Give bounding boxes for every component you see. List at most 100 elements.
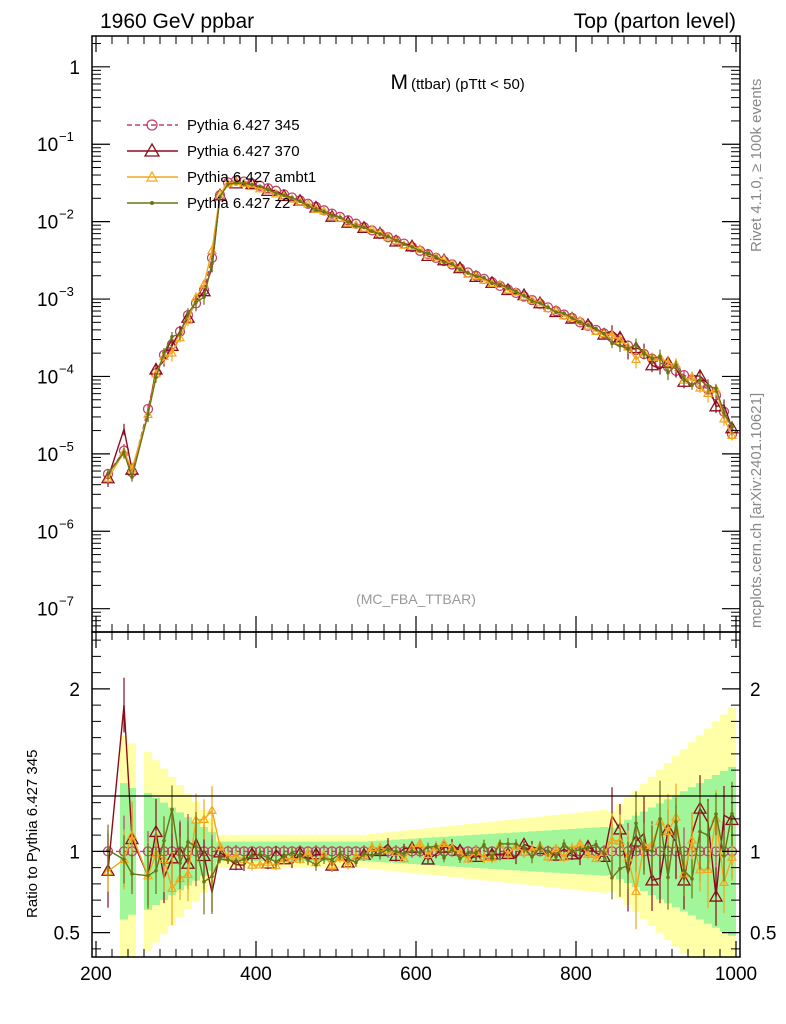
ratio-y-axis-label: Ratio to Pythia 6.427 345 xyxy=(24,750,41,918)
main-point xyxy=(674,363,678,368)
ratio-point xyxy=(690,877,694,881)
main-point xyxy=(146,412,150,417)
main-point xyxy=(642,351,646,356)
main-point xyxy=(626,346,630,351)
main-point xyxy=(282,193,286,198)
main-point xyxy=(718,413,730,423)
main-point xyxy=(198,278,210,288)
ratio-point xyxy=(226,858,230,862)
main-point xyxy=(388,234,404,247)
main-point xyxy=(418,249,422,253)
y-tick-label: 10 xyxy=(37,367,58,388)
main-point xyxy=(306,203,310,208)
legend-label: Pythia 6.427 370 xyxy=(187,143,300,160)
series-3 xyxy=(106,180,734,915)
main-point xyxy=(586,323,590,327)
ratio-point xyxy=(282,854,286,859)
main-point xyxy=(442,260,446,265)
y-tick-exponent: −2 xyxy=(59,207,74,222)
ratio-point xyxy=(206,805,218,814)
main-point xyxy=(226,182,230,187)
ratio-point xyxy=(394,849,398,854)
main-point xyxy=(644,357,660,371)
main-point xyxy=(174,332,186,342)
main-point xyxy=(694,382,706,392)
ratio-point xyxy=(634,821,638,826)
ratio-point xyxy=(398,853,410,863)
main-point xyxy=(570,316,574,320)
main-point xyxy=(662,357,674,367)
ratio-point xyxy=(606,835,618,844)
main-point xyxy=(178,332,182,336)
ratio-point xyxy=(564,847,580,860)
ratio-point xyxy=(250,854,254,859)
main-point xyxy=(166,347,178,357)
ratio-point xyxy=(242,857,246,862)
main-point xyxy=(426,251,430,256)
main-point xyxy=(490,281,494,286)
ratio-point xyxy=(246,859,258,869)
main-point xyxy=(658,354,662,359)
ratio-point xyxy=(502,848,514,858)
legend-marker xyxy=(150,201,154,205)
x-tick-label: 200 xyxy=(80,964,112,985)
main-point xyxy=(154,375,158,380)
ratio-point xyxy=(354,860,358,865)
ratio-point xyxy=(530,854,534,859)
main-point xyxy=(250,182,254,187)
main-point xyxy=(298,199,302,204)
ratio-point xyxy=(442,856,446,860)
ratio-point xyxy=(582,849,594,859)
ratio-point xyxy=(586,845,590,850)
ratio-point xyxy=(214,841,226,851)
ratio-point xyxy=(550,843,562,853)
header-right: Top (parton level) xyxy=(574,10,736,33)
main-point xyxy=(322,210,326,214)
ratio-point xyxy=(170,807,174,812)
ratio-point xyxy=(674,820,678,824)
ratio-point xyxy=(322,856,326,861)
ratio-tick-label-right: 0.5 xyxy=(750,924,776,945)
ratio-point xyxy=(708,889,724,902)
ratio-point xyxy=(596,849,612,863)
ratio-point xyxy=(178,861,182,865)
main-point xyxy=(522,293,526,298)
ratio-point xyxy=(706,833,710,837)
ratio-point xyxy=(126,829,138,839)
main-point xyxy=(650,356,654,361)
main-point xyxy=(498,282,502,287)
ratio-point xyxy=(666,875,670,880)
mcplots-label: mcplots.cern.ch [arXiv:2401.10621] xyxy=(748,393,765,628)
ratio-point xyxy=(714,812,718,816)
main-point xyxy=(370,229,374,234)
ratio-point xyxy=(418,850,422,855)
main-point xyxy=(246,181,258,191)
main-point xyxy=(610,341,614,346)
ratio-point xyxy=(266,856,270,860)
main-point xyxy=(314,208,318,212)
ratio-point xyxy=(642,847,646,851)
main-point xyxy=(234,180,238,185)
y-tick-exponent: −7 xyxy=(59,594,74,609)
main-point xyxy=(318,205,330,215)
main-point xyxy=(686,371,698,381)
ratio-point xyxy=(334,852,346,862)
ratio-point xyxy=(154,868,158,873)
main-point xyxy=(666,370,670,375)
main-point xyxy=(162,350,166,355)
ratio-point xyxy=(262,856,274,866)
legend-marker xyxy=(146,119,158,131)
main-point xyxy=(450,262,454,266)
ratio-tick-label-right: 2 xyxy=(750,680,761,701)
ratio-point xyxy=(146,873,150,878)
series-line-main xyxy=(107,182,733,479)
main-point xyxy=(170,334,174,339)
ratio-point xyxy=(698,829,702,834)
main-point xyxy=(378,232,382,236)
ratio-point xyxy=(410,849,414,853)
axes: 110−110−210−310−410−510−610 −70.5 0.51 12 22… xyxy=(37,36,776,985)
main-point xyxy=(558,310,570,320)
main-point xyxy=(266,187,270,192)
